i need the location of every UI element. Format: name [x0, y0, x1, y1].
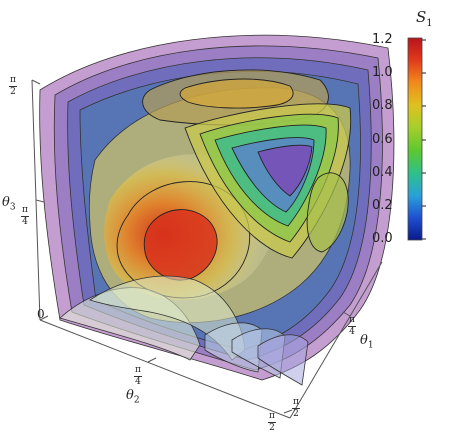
tri-level-5	[257, 144, 313, 197]
colorbar	[407, 37, 426, 241]
colorbar-tick-label: 0.4	[372, 165, 393, 180]
axis-title-symbol: θ	[2, 195, 10, 210]
axis-title-subscript: 3	[9, 202, 16, 213]
tick-numerator: π	[134, 365, 142, 377]
contour-top-inner	[179, 78, 294, 109]
theta2-axis-title: θ2	[126, 389, 140, 406]
colorbar-title-symbol: S	[416, 8, 427, 26]
tick-numerator: π	[348, 315, 356, 327]
colorbar-tick-label: 0.6	[372, 132, 393, 147]
theta3-axis-title: θ3	[2, 196, 16, 213]
axis-title-symbol: θ	[126, 388, 134, 403]
colorbar-tick-label: 0.0	[372, 231, 393, 246]
theta2-tick-pi-over-4: π 4	[134, 366, 142, 387]
colorbar-gradient	[407, 37, 423, 241]
axis-title-subscript: 2	[133, 395, 140, 406]
tick-numerator: π	[9, 75, 17, 87]
tick-denominator: 4	[22, 217, 28, 227]
theta1-tick-pi-over-4: π 4	[348, 316, 356, 337]
axis-title-symbol: θ	[360, 333, 368, 348]
axis-theta2-line	[39, 319, 291, 419]
tick-numerator: π	[292, 397, 300, 409]
theta3-tick-pi-over-2: π 2	[9, 76, 17, 97]
right-lobe	[306, 172, 349, 253]
tick-numerator: π	[21, 205, 29, 217]
tick-denominator: 4	[349, 327, 355, 337]
bottom-sheets	[59, 275, 309, 386]
tick-denominator: 2	[293, 409, 299, 419]
axes-frame	[31, 79, 383, 419]
theta1-tick-pi-over-2: π 2	[292, 398, 300, 419]
contour-red	[143, 209, 218, 281]
theta3-tick-zero: 0	[37, 307, 45, 321]
tick-denominator: 2	[10, 87, 16, 97]
axis-theta1-line	[289, 261, 383, 419]
tick-denominator: 4	[135, 377, 141, 387]
colorbar-tick-label: 0.2	[372, 198, 393, 213]
colorbar-tick-label: 1.2	[372, 32, 393, 47]
theta1-axis-title: θ1	[360, 334, 374, 351]
axis-title-subscript: 1	[367, 340, 374, 351]
tick-denominator: 2	[269, 423, 275, 433]
tick-numerator: π	[268, 411, 276, 423]
theta3-tick-pi-over-4: π 4	[21, 206, 29, 227]
contour-orange	[116, 181, 251, 299]
theta2-tick-pi-over-2: π 2	[268, 412, 276, 433]
colorbar-title-subscript: 1	[426, 18, 433, 29]
colorbar-tick-label: 1.0	[372, 65, 393, 80]
colorbar-title: S1	[416, 10, 433, 29]
colorbar-tick-label: 0.8	[372, 98, 393, 113]
